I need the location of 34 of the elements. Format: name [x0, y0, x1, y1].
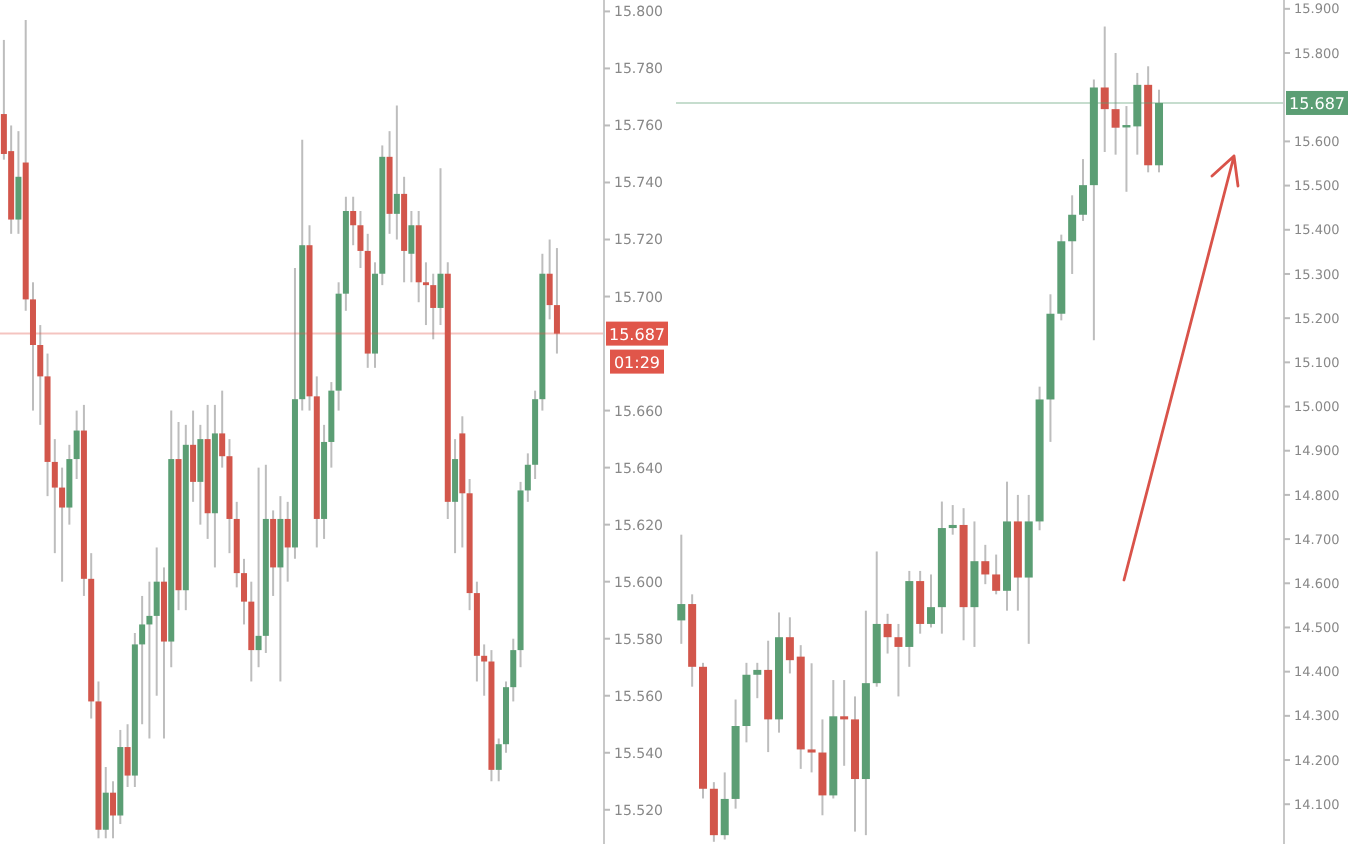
candlestick [883, 612, 892, 655]
candlestick [840, 679, 849, 767]
candlestick [190, 409, 197, 503]
candlestick [1068, 194, 1077, 275]
candlestick [720, 771, 729, 841]
candlestick [818, 718, 827, 817]
candlestick [1079, 158, 1088, 222]
candlestick [73, 409, 80, 481]
candlestick [284, 500, 291, 583]
candlestick [753, 661, 762, 700]
candlestick [992, 553, 1001, 596]
ref-line-label: 15.687 [1289, 94, 1345, 113]
candlestick [15, 130, 22, 235]
candlestick [110, 780, 117, 840]
candlestick [948, 504, 957, 536]
candlestick [981, 543, 990, 586]
candlestick [807, 662, 816, 774]
ref-line-label: 15.687 [609, 325, 665, 344]
candlestick [927, 573, 936, 629]
candlestick [124, 723, 131, 788]
candlestick [255, 466, 262, 669]
candlestick [916, 569, 925, 635]
candlestick [970, 520, 979, 648]
text: 01:29 [613, 353, 661, 372]
candlestick [677, 533, 686, 645]
candlestick [393, 104, 400, 241]
candlestick [146, 580, 153, 740]
candlestick [894, 622, 903, 698]
candlestick [153, 546, 160, 697]
candlestick [102, 766, 109, 840]
candlestick [709, 781, 718, 843]
candlestick [1111, 52, 1120, 156]
candlestick [553, 247, 560, 355]
candlestick [1100, 25, 1109, 154]
